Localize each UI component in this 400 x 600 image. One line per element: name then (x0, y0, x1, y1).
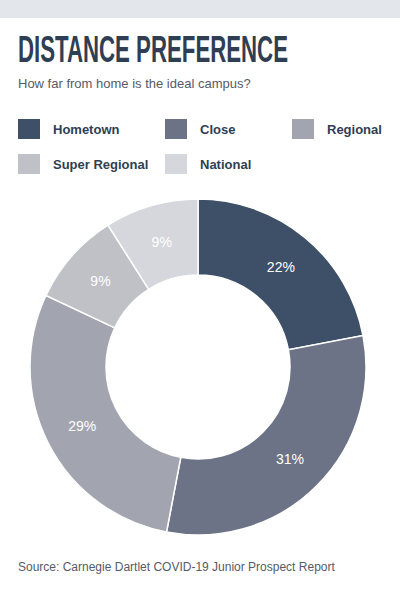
data-label: 29% (68, 418, 96, 434)
legend-label: Close (200, 122, 235, 137)
chart: DISTANCE PREFERENCE How far from home is … (0, 0, 400, 600)
legend-label: National (200, 157, 251, 172)
legend-label: Regional (327, 122, 382, 137)
data-label: 22% (267, 259, 295, 275)
subtitle: How far from home is the ideal campus? (18, 76, 251, 91)
title: DISTANCE PREFERENCE (18, 29, 288, 70)
data-label: 9% (152, 234, 172, 250)
legend-swatch (292, 119, 314, 139)
legend-swatch (18, 119, 40, 139)
slice (167, 336, 366, 535)
data-label: 31% (276, 451, 304, 467)
data-labels: 22% 31% 29% 9% 9% (68, 234, 304, 467)
source: Source: Carnegie Dartlet COVID-19 Junior… (18, 560, 335, 574)
top-band (0, 0, 400, 18)
legend-swatch (18, 154, 40, 174)
slice (108, 199, 198, 289)
data-label: 9% (90, 273, 110, 289)
legend-label: Hometown (53, 122, 120, 137)
slices (30, 199, 366, 535)
slice (30, 295, 181, 532)
legend: Hometown Close Regional Super Regional Natio… (18, 119, 382, 174)
slice (198, 199, 363, 350)
legend-swatch (165, 154, 187, 174)
legend-swatch (165, 119, 187, 139)
legend-label: Super Regional (53, 157, 148, 172)
